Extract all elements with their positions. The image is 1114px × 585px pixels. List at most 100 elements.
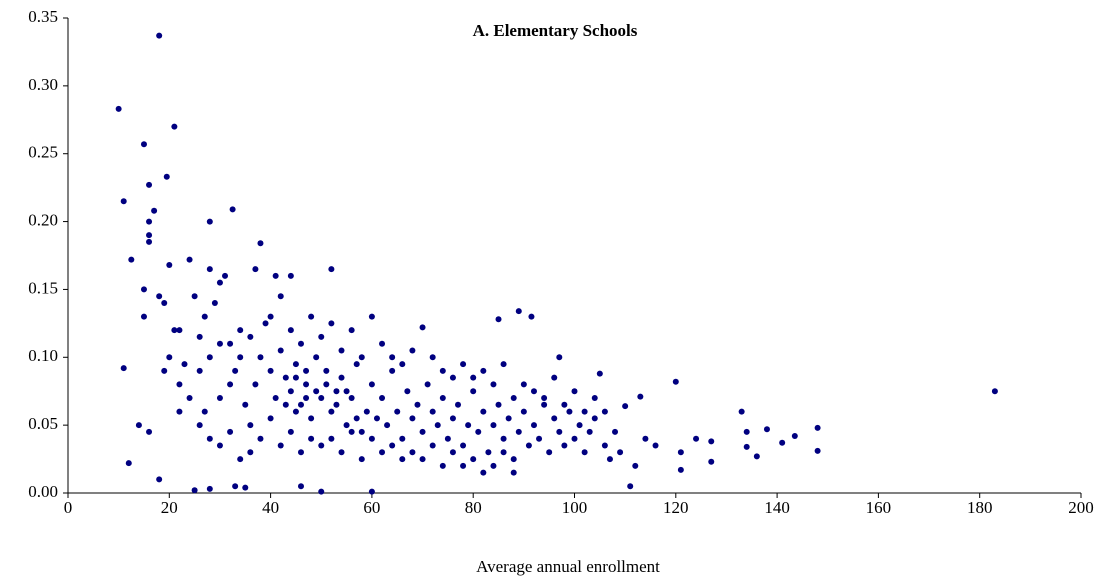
point (480, 408, 487, 415)
point (163, 173, 170, 180)
point (166, 354, 173, 361)
point (601, 408, 608, 415)
point (247, 422, 254, 429)
point (272, 272, 279, 279)
point (156, 32, 163, 39)
point (176, 327, 183, 334)
point (470, 374, 477, 381)
point (510, 456, 517, 463)
point (490, 462, 497, 469)
point (581, 408, 588, 415)
point (297, 449, 304, 456)
point (247, 333, 254, 340)
point (389, 442, 396, 449)
point (449, 449, 456, 456)
point (566, 408, 573, 415)
point (211, 300, 218, 306)
point (303, 381, 310, 388)
point (571, 435, 578, 442)
point (389, 354, 396, 361)
point (530, 388, 537, 395)
y-tick-label: 0.05 (28, 414, 58, 433)
point (419, 456, 426, 463)
point (297, 340, 304, 347)
point (779, 439, 786, 446)
point (333, 401, 340, 408)
point (475, 428, 482, 435)
point (368, 313, 375, 320)
point (146, 238, 153, 245)
point (530, 422, 537, 429)
point (313, 388, 320, 395)
y-tick-label: 0.25 (28, 143, 58, 162)
chart-title: A. Elementary Schools (473, 21, 638, 40)
point (743, 443, 750, 450)
point (277, 442, 284, 449)
point (424, 381, 431, 388)
point (576, 422, 583, 429)
point (287, 327, 294, 334)
point (156, 293, 163, 300)
point (328, 266, 335, 273)
point (257, 435, 264, 442)
y-tick-label: 0.20 (28, 210, 58, 229)
point (125, 460, 132, 467)
point (229, 206, 236, 213)
point (460, 462, 467, 469)
point (267, 313, 274, 320)
x-tick-label: 40 (262, 498, 279, 517)
point (429, 408, 436, 415)
point (308, 415, 315, 422)
y-tick-label: 0.10 (28, 346, 58, 365)
point (601, 442, 608, 449)
point (257, 354, 264, 361)
point (338, 347, 345, 354)
point (500, 435, 507, 442)
point (708, 438, 715, 445)
point (277, 293, 284, 300)
point (297, 401, 304, 408)
point (429, 354, 436, 361)
point (191, 293, 198, 300)
point (277, 347, 284, 354)
point (216, 279, 223, 286)
point (363, 408, 370, 415)
point (814, 424, 821, 431)
point (313, 354, 320, 361)
point (455, 401, 462, 408)
point (358, 354, 365, 361)
point (505, 415, 512, 422)
point (444, 435, 451, 442)
point (510, 469, 517, 476)
point (581, 449, 588, 456)
point (449, 374, 456, 381)
point (353, 361, 360, 368)
point (677, 466, 684, 473)
point (282, 374, 289, 381)
point (419, 428, 426, 435)
point (409, 415, 416, 422)
point (242, 484, 249, 491)
point (586, 428, 593, 435)
x-tick-label: 160 (866, 498, 892, 517)
x-tick-label: 0 (64, 498, 73, 517)
point (201, 313, 208, 320)
point (333, 388, 340, 395)
point (485, 449, 492, 456)
point (743, 428, 750, 435)
point (120, 365, 127, 372)
point (495, 316, 502, 323)
point (612, 428, 619, 435)
x-axis-label: Average annual enrollment (476, 557, 660, 576)
point (146, 428, 153, 435)
point (308, 313, 315, 320)
x-tick-label: 200 (1068, 498, 1094, 517)
point (738, 408, 745, 415)
point (272, 395, 279, 401)
point (551, 415, 558, 422)
point (135, 422, 142, 429)
point (343, 422, 350, 429)
point (561, 401, 568, 408)
